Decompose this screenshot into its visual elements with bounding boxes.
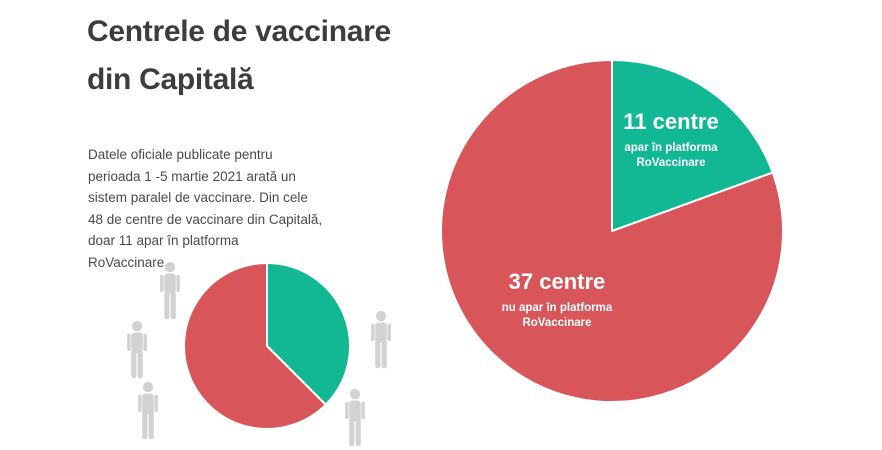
green-slice-sublabel-line2: RoVaccinare [636, 157, 706, 169]
red-slice-label-group: 37 centre nu apar în platforma RoVaccina… [502, 268, 613, 331]
green-slice-sublabel-line1: apar în platforma [624, 142, 718, 154]
green-slice-label-group: 11 centre apar în platforma RoVaccinare [623, 108, 718, 171]
red-slice-sublabel-line2: RoVaccinare [522, 317, 592, 329]
page-title: Centrele de vaccinare din Capitală [87, 15, 391, 96]
green-slice-count-label: 11 centre [623, 109, 719, 134]
person-icon [155, 261, 185, 325]
person-icon [340, 388, 370, 450]
red-slice-count-label: 37 centre [508, 269, 606, 294]
red-slice-sublabel-line1: nu apar în platforma [501, 302, 613, 314]
person-icon [366, 310, 396, 374]
person-icon [122, 320, 152, 384]
intro-paragraph: Datele oficiale publicate pentru perioad… [88, 147, 323, 270]
person-icon [133, 381, 163, 445]
